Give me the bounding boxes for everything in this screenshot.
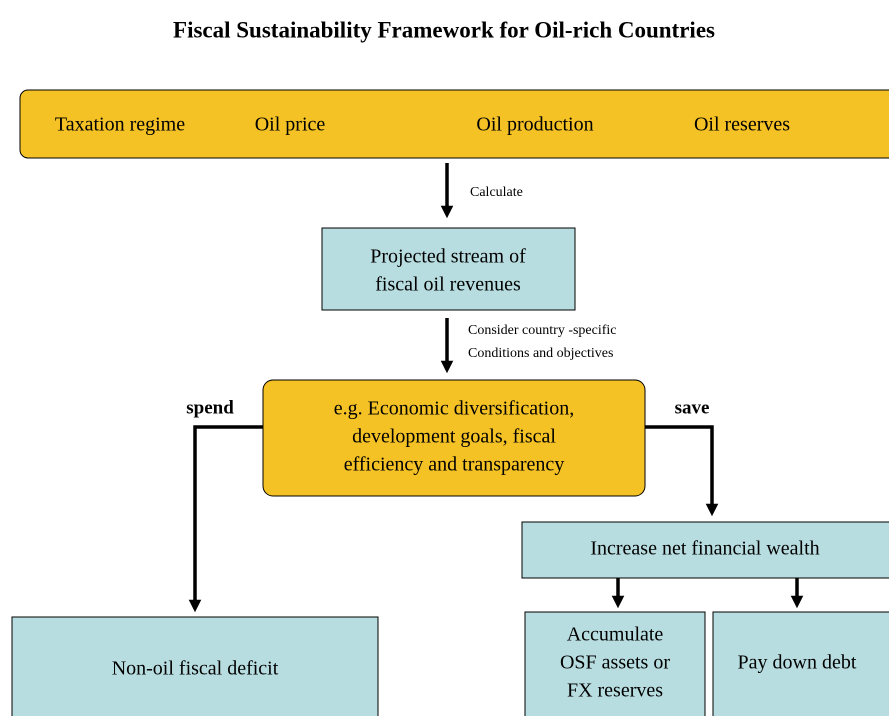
deficit-box	[11, 616, 379, 716]
revenues-text: fiscal oil revenues	[375, 274, 521, 296]
conditions-text: development goals, fiscal	[352, 426, 556, 448]
wealth-text: Increase net financial wealth	[590, 538, 819, 560]
inputs-box	[19, 89, 889, 159]
input: Oil price	[255, 114, 326, 136]
input: Oil production	[476, 114, 593, 136]
save-label: save	[675, 397, 710, 418]
conditions-text: e.g. Economic diversification,	[334, 398, 574, 420]
spend-label: spend	[186, 397, 234, 418]
deficit-text: Non-oil fiscal deficit	[112, 658, 279, 680]
accumulate-box	[524, 611, 706, 716]
conditions-box	[262, 379, 646, 497]
accumulate-text: FX reserves	[567, 680, 663, 702]
save-arrow	[645, 425, 719, 517]
step-label: Conditions and objectives	[468, 346, 613, 361]
wealth-box	[521, 521, 889, 579]
accumulate-text: OSF assets or	[560, 652, 670, 674]
accumulate-text: Accumulate	[567, 624, 664, 646]
input: Taxation regime	[55, 114, 185, 136]
title: Fiscal Sustainability Framework for Oil-…	[173, 17, 715, 42]
spend-arrow	[188, 425, 263, 613]
revenues-box	[321, 227, 576, 311]
step-label: Calculate	[470, 185, 523, 200]
revenues-text: Projected stream of	[370, 246, 526, 268]
step-label: Consider country -specific	[468, 323, 617, 338]
debt-text: Pay down debt	[738, 652, 857, 674]
input: Oil reserves	[694, 114, 790, 136]
conditions-text: efficiency and transparency	[344, 454, 565, 476]
debt-box	[712, 611, 889, 716]
